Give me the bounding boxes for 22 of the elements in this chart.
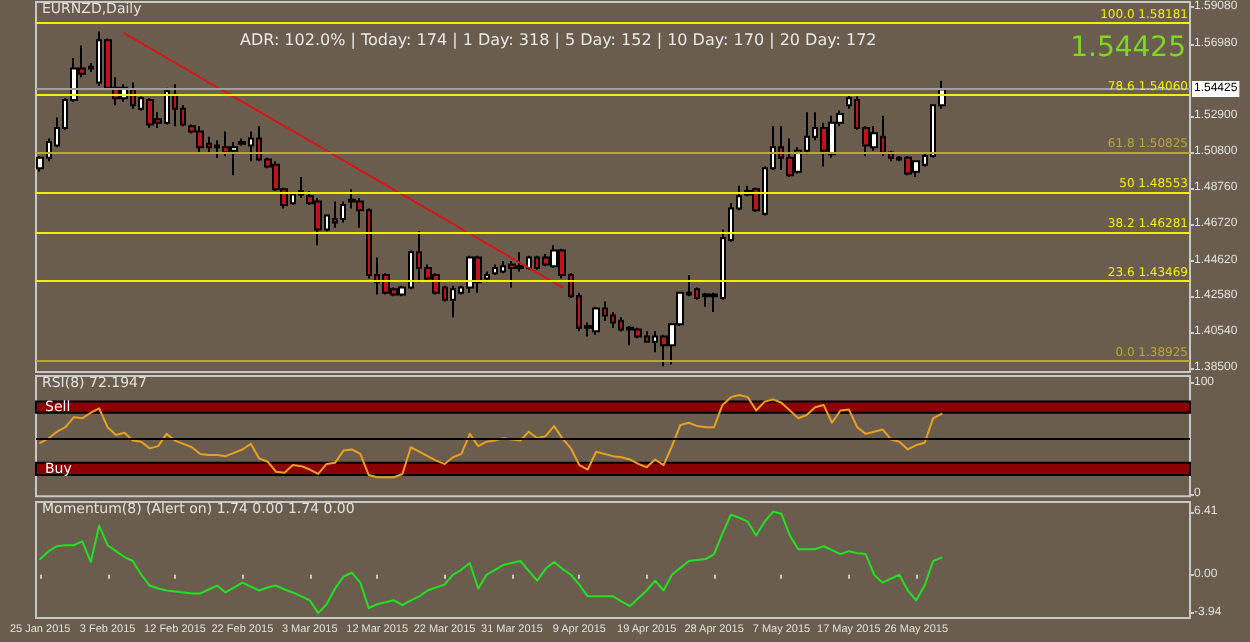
candlestick (592, 305, 600, 336)
candlestick (340, 200, 346, 224)
candlestick (904, 154, 912, 177)
candlestick (146, 97, 154, 129)
candlestick (172, 83, 178, 128)
candlestick (634, 326, 642, 340)
candlestick (450, 284, 456, 319)
candlestick (196, 125, 204, 154)
candlestick (702, 291, 710, 308)
candlestick (542, 253, 550, 268)
candlestick (466, 254, 474, 294)
candlestick (626, 324, 634, 347)
line-series (39, 393, 943, 479)
candlestick (314, 197, 322, 247)
annotation: ADR: 102.0% | Today: 174 | 1 Day: 318 | 5 Day: 152 | 10 Day: 170 | 20 Day: 172 (240, 31, 877, 49)
candlestick (912, 160, 920, 179)
annotation: 1.54425 (1070, 32, 1187, 64)
candlestick (508, 260, 516, 289)
candlestick (332, 200, 338, 229)
candlestick (492, 263, 498, 277)
candlestick (828, 114, 836, 159)
candlestick (474, 254, 482, 294)
